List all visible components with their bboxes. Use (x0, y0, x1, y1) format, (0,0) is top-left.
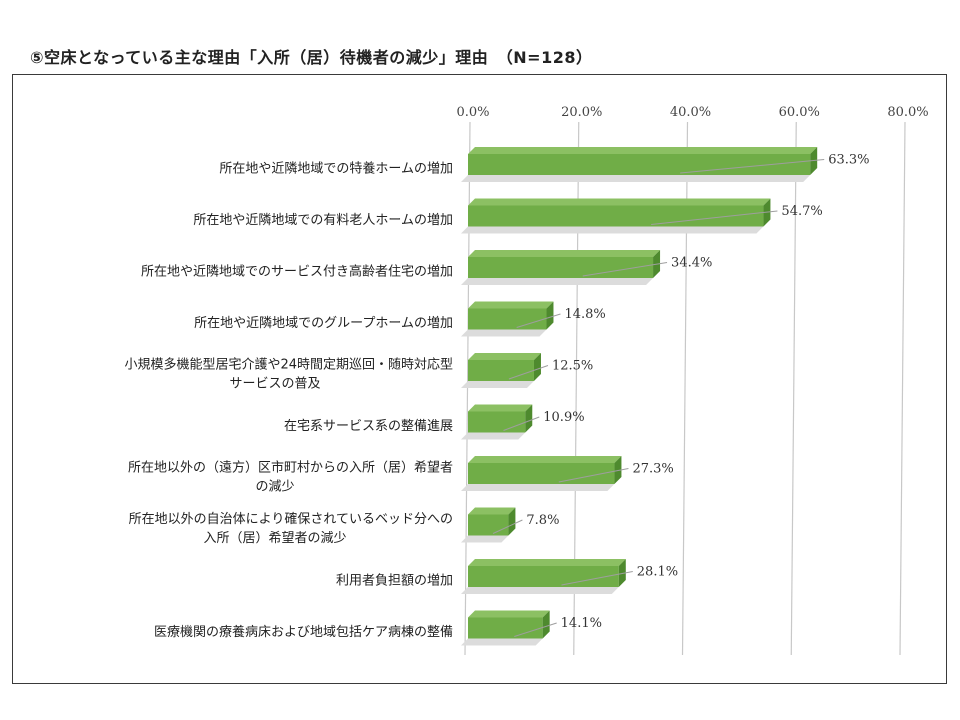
bar (468, 411, 526, 433)
data-label: 7.8% (526, 513, 559, 528)
x-tick-label: 60.0% (779, 105, 820, 120)
bar-top (468, 198, 771, 206)
bar-top (468, 404, 533, 412)
leader-line (582, 262, 668, 277)
bar-shadow (461, 329, 547, 337)
bar-top (468, 610, 550, 618)
category-label: 所在地や近隣地域での有料老人ホームの増加 (193, 212, 453, 228)
data-label: 10.9% (543, 410, 584, 425)
data-label: 34.4% (671, 256, 712, 271)
bar-shadow (461, 432, 526, 440)
bar-shadow (461, 381, 534, 388)
bar-shadow (461, 535, 509, 543)
leader-line (508, 365, 549, 380)
leader-line (561, 571, 633, 586)
bar (468, 463, 615, 484)
gridline (899, 121, 906, 656)
data-label: 14.8% (564, 307, 605, 322)
gridline (790, 121, 797, 656)
bar-shadow (461, 484, 615, 491)
category-label: 所在地や近隣地域でのサービス付き高齢者住宅の増加 (141, 264, 453, 280)
data-label: 63.3% (828, 153, 869, 168)
chart-frame: 0.0% 20.0% 40.0% 60.0% 80.0% 63.3% 所在地や近隣地域での特… (12, 74, 947, 684)
category-label: 所在地以外の（遠方）区市町村からの入所（居）希望者 (128, 460, 453, 476)
bar-shadow (461, 175, 811, 182)
bar (468, 154, 811, 175)
bar-side (614, 456, 622, 484)
category-label: 小規模多機能型居宅介護や24時間定期巡回・随時対応型 (124, 357, 453, 373)
leader-line (503, 416, 540, 431)
x-tick-label: 80.0% (887, 105, 928, 120)
category-label: 所在地や近隣地域での特養ホームの増加 (219, 161, 453, 177)
bar-side (533, 353, 541, 381)
leader-line (516, 313, 561, 328)
bar (468, 566, 619, 587)
category-label: 所在地以外の自治体により確保されているベッド分への (129, 511, 453, 527)
x-tick-label: 40.0% (670, 105, 711, 120)
bar-side (508, 507, 516, 536)
x-tick-label: 20.0% (561, 105, 602, 120)
leader-line (680, 159, 825, 174)
category-label: サービスの普及 (229, 377, 320, 392)
category-label: 所在地や近隣地域でのグループホームの増加 (194, 315, 453, 331)
bar-chart: 0.0% 20.0% 40.0% 60.0% 80.0% 63.3% 所在地や近隣地域での特… (124, 105, 929, 656)
bar-shadow (461, 226, 764, 234)
bar-top (468, 301, 554, 309)
leader-line (492, 519, 523, 534)
category-label: 医療機関の療養病床および地域包括ケア病棟の整備 (154, 624, 453, 640)
data-label: 28.1% (637, 565, 678, 580)
bar-shadow (461, 278, 654, 285)
category-label: 入所（居）希望者の減少 (203, 530, 346, 546)
bar (468, 617, 543, 639)
leader-line (651, 210, 778, 225)
bar-side (810, 147, 818, 175)
leader-line (558, 468, 629, 483)
bar (468, 257, 654, 278)
data-label: 14.1% (561, 616, 602, 631)
bar (468, 308, 547, 330)
page-title: ⑤空床となっている主な理由「入所（居）待機者の減少」理由 （N=128） (30, 48, 593, 67)
data-label: 27.3% (632, 462, 673, 477)
bar-shadow (461, 638, 543, 646)
data-label: 12.5% (552, 359, 593, 374)
leader-line (514, 622, 557, 637)
bar (468, 205, 764, 227)
bar-side (542, 610, 550, 639)
category-label: 在宅系サービス系の整備進展 (284, 418, 453, 434)
bar-side (525, 404, 533, 433)
bar (468, 514, 509, 536)
bar-top (468, 147, 818, 154)
bar-shadow (461, 587, 619, 594)
bar (468, 360, 534, 381)
data-label: 54.7% (781, 204, 822, 219)
bar-top (468, 456, 622, 463)
x-tick-label: 0.0% (456, 105, 489, 120)
category-label: の減少 (255, 479, 294, 495)
bar-top (468, 353, 541, 360)
bar-top (468, 250, 661, 257)
category-label: 利用者負担額の増加 (336, 574, 453, 589)
bar-top (468, 507, 516, 515)
bar-side (546, 301, 554, 330)
bar-top (468, 559, 626, 566)
